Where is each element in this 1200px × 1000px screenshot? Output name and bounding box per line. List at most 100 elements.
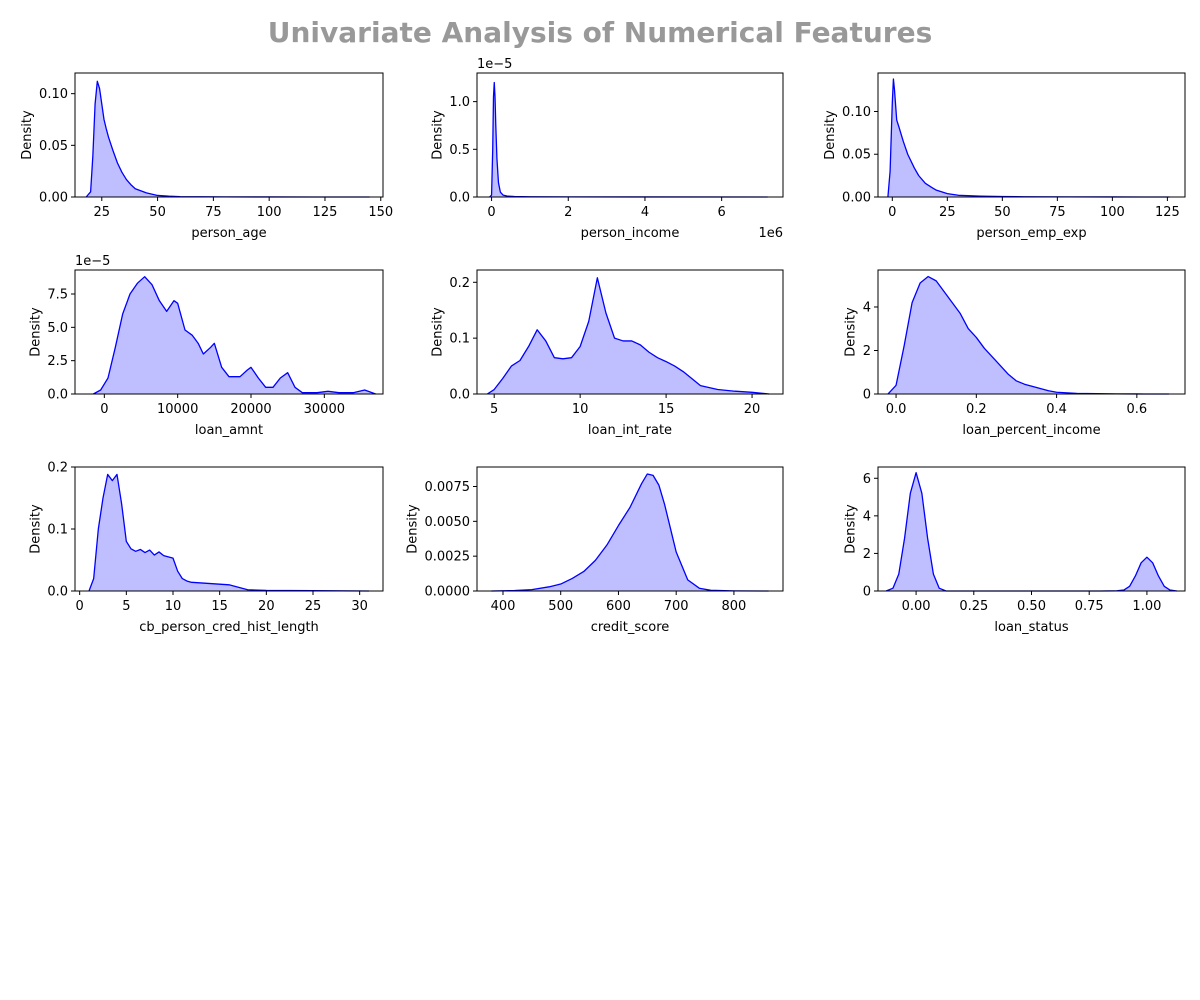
x-tick-label: 6 (718, 205, 726, 220)
x-axis-label: person_emp_exp (976, 226, 1086, 241)
x-axis-label: person_age (191, 226, 266, 241)
subplot-person_age: 25 50 75 100 125 150 0.00 0.05 0.10 person_age Den… (20, 72, 393, 241)
y-tick-label: 2.5 (47, 354, 68, 369)
x-tick-label: 100 (1100, 205, 1125, 220)
x-tick-label: 400 (491, 599, 516, 614)
x-tick-label: 800 (722, 599, 747, 614)
x-tick-label: 20000 (230, 402, 271, 417)
y-axis-label: Density (430, 307, 445, 357)
x-tick-label: 500 (548, 599, 573, 614)
x-tick-label: 0.25 (959, 599, 988, 614)
y-tick-label: 1.0 (449, 95, 470, 110)
y-axis-label: Density (844, 307, 859, 357)
subplot-loan_status: 0.00 0.25 0.50 0.75 1.00 0 2 4 6 loan_status Densi… (844, 466, 1186, 635)
x-tick-label: 4 (641, 205, 649, 220)
x-tick-label: 25 (939, 205, 956, 220)
x-tick-label: 25 (305, 599, 322, 614)
x-axis-label: loan_percent_income (962, 423, 1100, 438)
x-tick-label: 150 (368, 205, 393, 220)
subplot-person_income: 0 2 4 6 0.0 0.5 1.0 person_income Density 1e−5 1e6 (430, 57, 784, 241)
y-axis-label: Density (28, 504, 43, 554)
x-tick-label: 50 (149, 205, 166, 220)
y-tick-label: 0 (863, 585, 871, 600)
y-axis-label: Density (430, 110, 445, 160)
y-tick-label: 5.0 (47, 321, 68, 336)
y-tick-label: 0.00 (842, 191, 871, 206)
y-tick-label: 0.10 (842, 105, 871, 120)
density-area (886, 472, 1177, 591)
x-tick-label: 30 (351, 599, 368, 614)
y-tick-label: 0.00 (39, 191, 68, 206)
x-tick-label: 125 (1155, 205, 1180, 220)
y-tick-label: 0.1 (47, 523, 68, 538)
x-tick-label: 10 (572, 402, 589, 417)
x-tick-label: 2 (564, 205, 572, 220)
y-tick-label: 0.05 (842, 148, 871, 163)
x-axis-label: cb_person_cred_hist_length (139, 620, 319, 635)
axes-frame (476, 72, 784, 198)
axes-frame (74, 269, 384, 395)
x-tick-label: 0.6 (1126, 402, 1147, 417)
y-axis-label: Density (823, 110, 838, 160)
x-tick-label: 0.00 (902, 599, 931, 614)
x-tick-label: 15 (211, 599, 228, 614)
subplot-cb_person_cred_hist_length: 0 5 10 15 20 25 30 0.0 0.1 0.2 cb_person_cred_hist… (28, 461, 384, 635)
y-tick-label: 0.5 (449, 143, 470, 158)
y-tick-label: 0.0050 (425, 515, 471, 530)
y-tick-label: 0.2 (47, 461, 68, 476)
y-tick-label: 0.10 (39, 87, 68, 102)
y-tick-label: 0.0 (449, 388, 470, 403)
x-tick-label: 600 (606, 599, 631, 614)
figure-title: Univariate Analysis of Numerical Feature… (268, 16, 932, 49)
x-tick-label: 0.0 (886, 402, 907, 417)
x-tick-label: 20 (744, 402, 761, 417)
y-offset-label: 1e−5 (477, 57, 512, 72)
subplot-loan_amnt: 0 10000 20000 30000 0.0 2.5 5.0 7.5 loan_amnt Den… (28, 254, 384, 438)
x-axis-label: person_income (581, 226, 680, 241)
density-line (88, 473, 370, 592)
x-axis-label: loan_int_rate (588, 423, 672, 438)
y-tick-label: 0.0000 (425, 585, 471, 600)
y-axis-label: Density (406, 504, 421, 554)
axes-frame (877, 269, 1186, 395)
subplot-person_emp_exp: 0 25 50 75 100 125 0.00 0.05 0.10 person_emp_exp D… (823, 72, 1186, 241)
y-tick-label: 0.05 (39, 139, 68, 154)
x-tick-label: 0.4 (1046, 402, 1067, 417)
axes-frame (877, 72, 1186, 198)
density-area (888, 276, 1169, 394)
subplot-loan_int_rate: 5 10 15 20 0.0 0.1 0.2 loan_int_rate Density (430, 269, 784, 438)
y-tick-label: 7.5 (47, 288, 68, 303)
y-tick-label: 2 (863, 344, 871, 359)
y-tick-label: 4 (863, 300, 871, 315)
axes-frame (476, 269, 784, 395)
x-tick-label: 30000 (304, 402, 345, 417)
y-tick-label: 0.0 (449, 191, 470, 206)
x-axis-label: loan_status (994, 620, 1068, 635)
y-tick-label: 2 (863, 547, 871, 562)
x-tick-label: 10000 (157, 402, 198, 417)
density-line (486, 277, 770, 395)
density-line (491, 473, 769, 592)
x-tick-label: 25 (94, 205, 111, 220)
density-area (487, 277, 770, 394)
axes-frame (476, 466, 784, 592)
density-line (93, 276, 376, 395)
y-offset-label: 1e−5 (75, 254, 110, 269)
axes-frame (74, 72, 384, 198)
y-axis-label: Density (28, 307, 43, 357)
x-tick-label: 0.50 (1017, 599, 1046, 614)
x-tick-label: 15 (658, 402, 675, 417)
y-tick-label: 0.1 (449, 332, 470, 347)
y-tick-label: 6 (863, 472, 871, 487)
x-tick-label: 50 (994, 205, 1011, 220)
y-tick-label: 0.0 (47, 585, 68, 600)
y-axis-label: Density (20, 110, 35, 160)
x-tick-label: 5 (122, 599, 130, 614)
x-tick-label: 0 (888, 205, 896, 220)
x-tick-label: 125 (313, 205, 338, 220)
y-tick-label: 0.0075 (425, 480, 471, 495)
x-tick-label: 20 (258, 599, 275, 614)
y-tick-label: 4 (863, 509, 871, 524)
